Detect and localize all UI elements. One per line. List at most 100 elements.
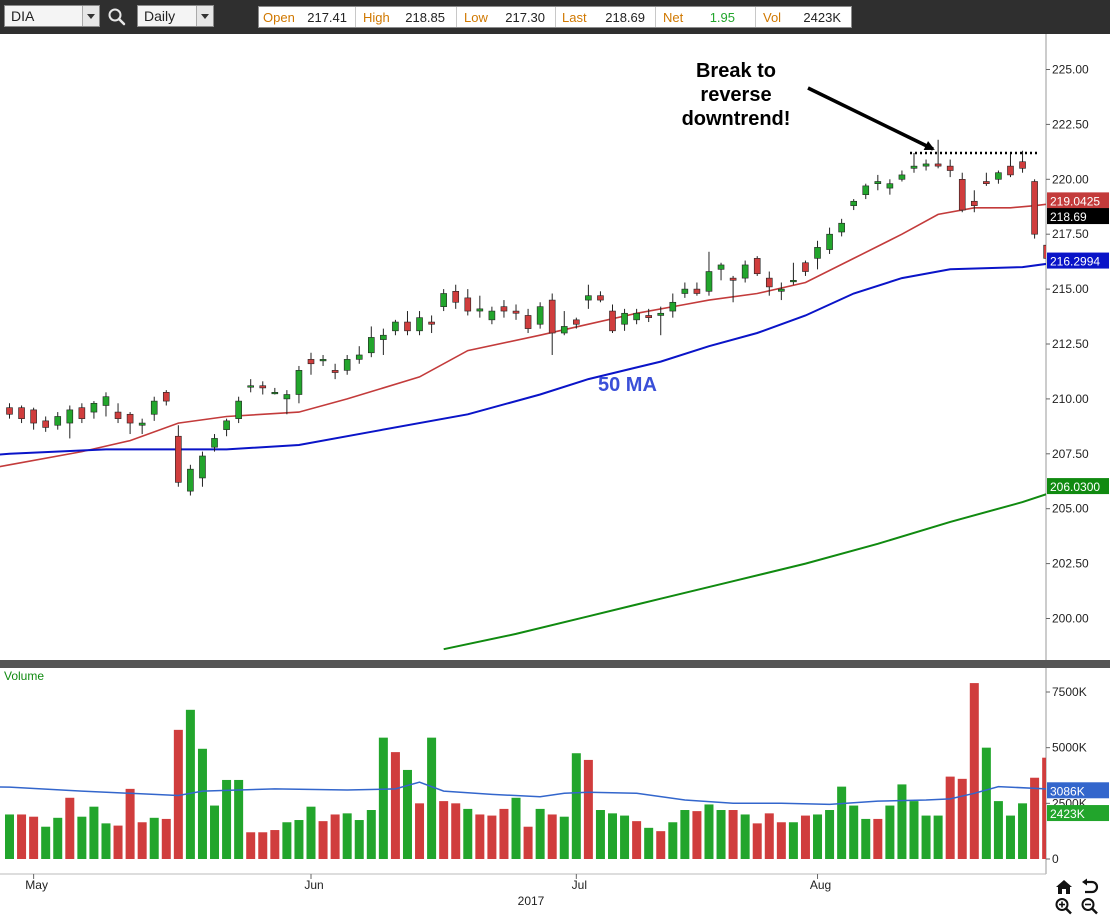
candle-body <box>910 165 918 169</box>
candle-body <box>42 420 49 428</box>
volume-bar <box>993 801 1003 859</box>
candle <box>741 260 749 283</box>
price-tick-label: 210.00 <box>1052 392 1089 406</box>
ma-50-price-tag-bg <box>1047 252 1109 269</box>
candle <box>548 293 556 355</box>
zoom-out-icon[interactable] <box>1080 897 1100 915</box>
candle <box>681 282 689 298</box>
candle-body <box>343 359 351 371</box>
volume-bar <box>1030 777 1040 859</box>
candle-body <box>355 354 363 360</box>
candle-body <box>102 396 110 406</box>
candle-body <box>247 385 254 388</box>
candle-body <box>392 321 399 332</box>
candle <box>512 304 520 320</box>
candle <box>934 139 942 169</box>
ma-20-price-tag-bg <box>1047 192 1109 209</box>
candle-body <box>126 413 134 424</box>
candle-body <box>536 306 544 325</box>
candle <box>452 284 460 309</box>
candle <box>90 401 98 419</box>
candle <box>235 396 242 424</box>
candle <box>826 227 833 254</box>
candle-body <box>838 222 845 233</box>
candle <box>355 346 363 364</box>
volume-bar <box>113 825 123 859</box>
volume-bar <box>125 788 135 859</box>
volume-bar <box>933 815 943 859</box>
volume-bar <box>487 815 497 859</box>
volume-average-tag: 3086K <box>1050 784 1085 798</box>
candle-body <box>983 181 990 184</box>
candle-body <box>705 271 713 292</box>
chevron-down-icon[interactable] <box>82 6 99 26</box>
symbol-selector[interactable]: DIA <box>4 5 100 27</box>
candle-body <box>416 317 423 332</box>
candle-body <box>6 407 13 415</box>
interval-selector[interactable]: Daily <box>137 5 214 27</box>
candle-body <box>1007 165 1014 176</box>
candle-body <box>295 370 303 395</box>
candle-body <box>524 315 532 329</box>
candle-body <box>753 258 761 275</box>
candle <box>802 260 809 276</box>
candle <box>1007 152 1014 178</box>
candle <box>150 396 158 421</box>
candle <box>597 291 604 303</box>
volume-bar <box>849 805 859 859</box>
volume-bar <box>330 814 340 859</box>
candle <box>862 183 870 200</box>
volume-bar <box>776 822 786 859</box>
volume-bar <box>475 814 485 859</box>
volume-tick-label: 0 <box>1052 852 1059 866</box>
low-value: 217.30 <box>505 10 545 25</box>
candle-body <box>934 163 942 167</box>
candle <box>922 159 930 171</box>
candle <box>573 317 580 329</box>
candle <box>1031 179 1038 239</box>
search-icon[interactable] <box>106 6 128 28</box>
volume-bar <box>463 808 473 859</box>
candle-body <box>66 409 74 424</box>
volume-bar <box>680 810 690 859</box>
candle <box>54 412 62 430</box>
price-volume-chart[interactable]: 200.00 202.50 205.00 207.50 210.00 212.50 215.… <box>0 34 1110 916</box>
volume-bar <box>89 806 99 859</box>
home-icon[interactable] <box>1054 878 1074 896</box>
candle <box>1043 244 1046 259</box>
volume-average-polyline <box>0 781 1046 806</box>
moving-averages <box>0 203 1046 651</box>
last-price-tag-bg <box>1047 208 1109 225</box>
volume-bar <box>608 813 617 859</box>
candle <box>850 199 858 211</box>
candle-body <box>283 394 291 400</box>
candle-body <box>585 295 592 301</box>
vol-value: 2423K <box>803 10 841 25</box>
candle-body <box>922 163 930 167</box>
candle <box>114 403 122 424</box>
candle-body <box>488 310 496 321</box>
undo-icon[interactable] <box>1080 878 1100 896</box>
candle-body <box>657 312 665 316</box>
candle-body <box>223 420 230 430</box>
year-label: 2017 <box>518 894 545 908</box>
candle-body <box>500 306 508 312</box>
volume-bar <box>149 817 159 859</box>
candle <box>102 392 110 417</box>
callout-arrow <box>807 86 935 151</box>
volume-bar <box>571 753 581 859</box>
volume-bar <box>427 737 437 859</box>
pane-divider[interactable] <box>0 660 1110 668</box>
volume-bar <box>921 815 931 859</box>
volume-bar <box>632 821 642 859</box>
price-tick-label: 215.00 <box>1052 282 1089 296</box>
volume-bar <box>945 776 955 859</box>
volume-last-tag: 2423K <box>1050 807 1085 821</box>
zoom-in-icon[interactable] <box>1054 897 1074 915</box>
candle <box>609 304 616 334</box>
volume-bar <box>559 816 569 859</box>
candle <box>259 381 267 395</box>
candle-body <box>621 312 628 325</box>
chevron-down-icon[interactable] <box>196 6 213 26</box>
